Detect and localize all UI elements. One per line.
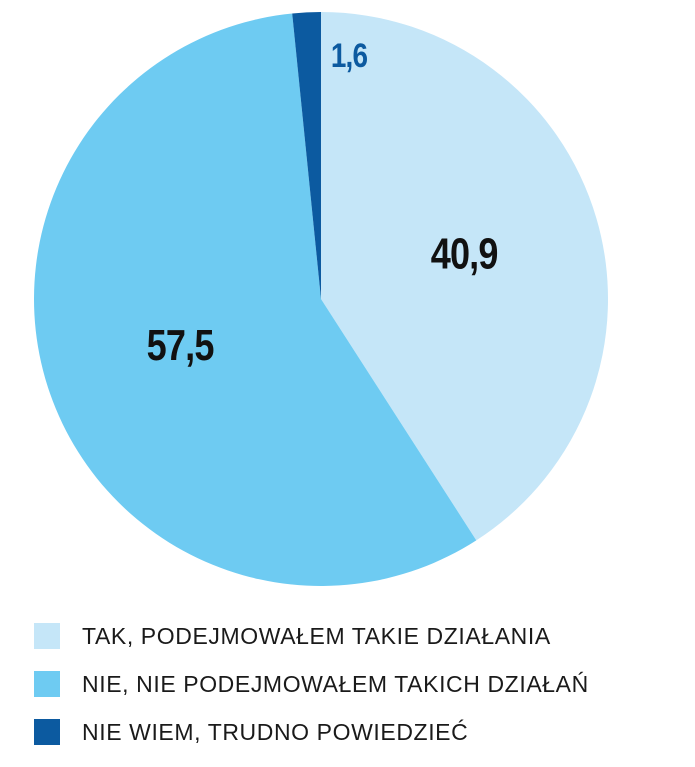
- pie-slice-nie: [33, 13, 477, 587]
- legend: TAK, PODEJMOWAŁEM TAKIE DZIAŁANIA NIE, N…: [34, 622, 589, 766]
- slice-value-label-nie-wiem: 1,6: [331, 36, 368, 74]
- legend-swatch-nie: [34, 671, 60, 697]
- legend-swatch-nie-wiem: [34, 719, 60, 745]
- pie-chart: 40,9 57,5 1,6: [33, 12, 608, 587]
- legend-item-nie-wiem: NIE WIEM, TRUDNO POWIEDZIEĆ: [34, 718, 589, 746]
- legend-label-tak: TAK, PODEJMOWAŁEM TAKIE DZIAŁANIA: [82, 622, 551, 649]
- legend-item-tak: TAK, PODEJMOWAŁEM TAKIE DZIAŁANIA: [34, 622, 589, 650]
- legend-swatch-tak: [34, 623, 60, 649]
- legend-label-nie: NIE, NIE PODEJMOWAŁEM TAKICH DZIAŁAŃ: [82, 670, 589, 697]
- pie-slice-nie-wiem: [292, 12, 321, 299]
- slice-value-label-nie: 57,5: [147, 320, 214, 369]
- legend-item-nie: NIE, NIE PODEJMOWAŁEM TAKICH DZIAŁAŃ: [34, 670, 589, 698]
- slice-value-label-tak: 40,9: [431, 229, 498, 278]
- pie-slice-tak: [321, 12, 608, 541]
- legend-label-nie-wiem: NIE WIEM, TRUDNO POWIEDZIEĆ: [82, 718, 469, 745]
